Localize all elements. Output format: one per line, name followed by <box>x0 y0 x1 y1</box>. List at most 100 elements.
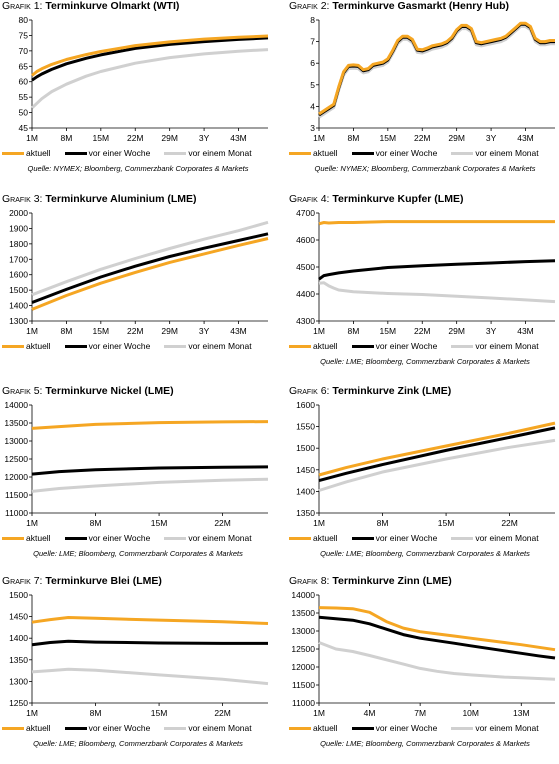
legend-item: vor einem Monat <box>164 148 252 158</box>
y-tick-label: 8 <box>310 15 315 25</box>
x-tick-label: 1M <box>313 326 325 336</box>
legend-swatch <box>2 726 24 730</box>
legend-label: vor einem Monat <box>475 148 539 158</box>
y-tick-label: 1250 <box>9 698 28 708</box>
legend-swatch <box>289 726 311 730</box>
chart-panel-1: Grafik 1: Terminkurve Olmarkt (WTI) 45 50 5… <box>2 0 274 188</box>
series-line-vor-einer-Woche <box>31 465 269 476</box>
legend-swatch <box>289 344 311 348</box>
x-tick-label: 29M <box>161 133 178 143</box>
y-tick-label: 14000 <box>4 400 28 410</box>
legend-item: vor einem Monat <box>451 723 539 733</box>
chart-plot: 11000 11500 12000 12500 13000 13500 14000 1M 4M 7… <box>291 590 556 718</box>
chart-legend: aktuell vor einer Woche vor einem Monat <box>289 148 553 158</box>
series-line-vor-einem-Monat <box>30 48 269 109</box>
legend-item: vor einer Woche <box>64 533 150 543</box>
legend-label: aktuell <box>26 341 51 351</box>
y-tick-label: 1500 <box>9 590 28 600</box>
series-line-vor-einem-Monat <box>318 641 556 681</box>
legend-label: vor einer Woche <box>88 148 151 158</box>
chart-title-prefix: Grafik 6: <box>289 385 330 397</box>
legend-item: aktuell <box>2 533 51 543</box>
chart-plot: 11000 11500 12000 12500 13000 13500 14000 1M 8M 1… <box>4 400 269 528</box>
chart-legend: aktuell vor einer Woche vor einem Monat <box>289 533 553 543</box>
y-tick-label: 1800 <box>9 239 28 249</box>
x-tick-label: 22M <box>414 326 431 336</box>
y-tick-label: 13500 <box>291 608 315 618</box>
x-tick-label: 1M <box>26 518 38 528</box>
series-line-aktuell <box>318 606 556 652</box>
x-tick-label: 8M <box>61 326 73 336</box>
chart-title-text: Terminkurve Olmarkt (WTI) <box>45 0 180 12</box>
legend-swatch <box>451 726 474 730</box>
chart-source: Quelle: LME; Bloomberg, Commerzbank Corp… <box>320 549 530 558</box>
legend-label: vor einem Monat <box>188 723 252 733</box>
legend-label: vor einem Monat <box>475 533 539 543</box>
y-tick-label: 13000 <box>291 626 315 636</box>
legend-label: vor einem Monat <box>475 723 539 733</box>
x-tick-label: 10M <box>462 708 479 718</box>
chart-panel-7: Grafik 7: Terminkurve Blei (LME) 1250 1300… <box>2 575 274 763</box>
x-tick-label: 1M <box>313 518 325 528</box>
series-line-aktuell <box>318 21 555 116</box>
legend-label: vor einer Woche <box>88 723 151 733</box>
y-tick-label: 12500 <box>4 454 28 464</box>
legend-item: vor einem Monat <box>451 341 539 351</box>
series-line-aktuell <box>31 420 269 430</box>
legend-swatch <box>289 536 311 540</box>
x-tick-label: 29M <box>448 133 465 143</box>
legend-item: vor einer Woche <box>351 723 437 733</box>
legend-label: aktuell <box>313 723 338 733</box>
y-tick-label: 1300 <box>9 676 28 686</box>
legend-item: aktuell <box>289 341 338 351</box>
x-tick-label: 8M <box>90 708 102 718</box>
y-tick-label: 1400 <box>9 301 28 311</box>
legend-swatch <box>2 151 24 155</box>
chart-title: Grafik 5: Terminkurve Nickel (LME) <box>2 385 174 397</box>
x-tick-label: 3Y <box>486 133 497 143</box>
chart-title-text: Terminkurve Zinn (LME) <box>332 575 452 587</box>
legend-item: vor einer Woche <box>351 148 437 158</box>
legend-item: aktuell <box>2 723 51 733</box>
x-tick-label: 8M <box>90 518 102 528</box>
legend-item: aktuell <box>2 148 51 158</box>
y-tick-label: 13500 <box>4 418 28 428</box>
legend-swatch <box>64 344 87 348</box>
x-tick-label: 43M <box>230 133 247 143</box>
chart-panel-8: Grafik 8: Terminkurve Zinn (LME) 11000 115… <box>289 575 559 763</box>
x-tick-label: 1M <box>26 326 38 336</box>
chart-panel-2: Grafik 2: Terminkurve Gasmarkt (Henry Hu… <box>289 0 559 188</box>
y-tick-label: 50 <box>19 108 29 118</box>
series-line-aktuell <box>31 34 269 77</box>
x-tick-label: 43M <box>517 133 534 143</box>
legend-label: vor einer Woche <box>375 341 438 351</box>
series-line-vor-einer-Woche <box>31 639 268 647</box>
chart-panel-5: Grafik 5: Terminkurve Nickel (LME) 11000 1… <box>2 385 274 573</box>
legend-swatch <box>64 726 87 730</box>
chart-legend: aktuell vor einer Woche vor einem Monat <box>289 723 553 733</box>
y-tick-label: 12500 <box>291 644 315 654</box>
legend-item: vor einer Woche <box>351 533 437 543</box>
chart-title-prefix: Grafik 2: <box>289 0 330 12</box>
y-tick-label: 12000 <box>291 662 315 672</box>
legend-swatch <box>289 151 311 155</box>
series-line-vor-einem-Monat <box>31 220 269 297</box>
chart-title-text: Terminkurve Gasmarkt (Henry Hub) <box>332 0 509 12</box>
chart-title-prefix: Grafik 8: <box>289 575 330 587</box>
x-tick-label: 15M <box>380 133 397 143</box>
series-line-vor-einem-Monat <box>318 438 556 492</box>
chart-plot: 1300 1400 1500 1600 1700 1800 1900 2000 1M 8M 15M 2… <box>9 208 269 336</box>
series-line-vor-einer-Woche <box>318 426 556 483</box>
legend-swatch <box>164 536 187 540</box>
chart-title: Grafik 2: Terminkurve Gasmarkt (Henry Hu… <box>289 0 509 12</box>
chart-plot: 45 50 55 60 65 70 75 80 1M 8M 15M 22M 29M 3Y 43M <box>19 15 269 143</box>
legend-label: vor einer Woche <box>88 341 151 351</box>
legend-label: aktuell <box>313 533 338 543</box>
y-tick-label: 11000 <box>292 698 315 708</box>
x-tick-label: 1M <box>313 133 325 143</box>
x-tick-label: 8M <box>61 133 73 143</box>
legend-swatch <box>64 536 87 540</box>
chart-plot: 4300 4400 4500 4600 4700 1M 8M 15M 22M 29M 3Y 43M <box>296 208 556 336</box>
chart-source: Quelle: LME; Bloomberg, Commerzbank Corp… <box>320 739 530 748</box>
chart-source: Quelle: NYMEX; Bloomberg, Commerzbank Co… <box>27 164 249 173</box>
